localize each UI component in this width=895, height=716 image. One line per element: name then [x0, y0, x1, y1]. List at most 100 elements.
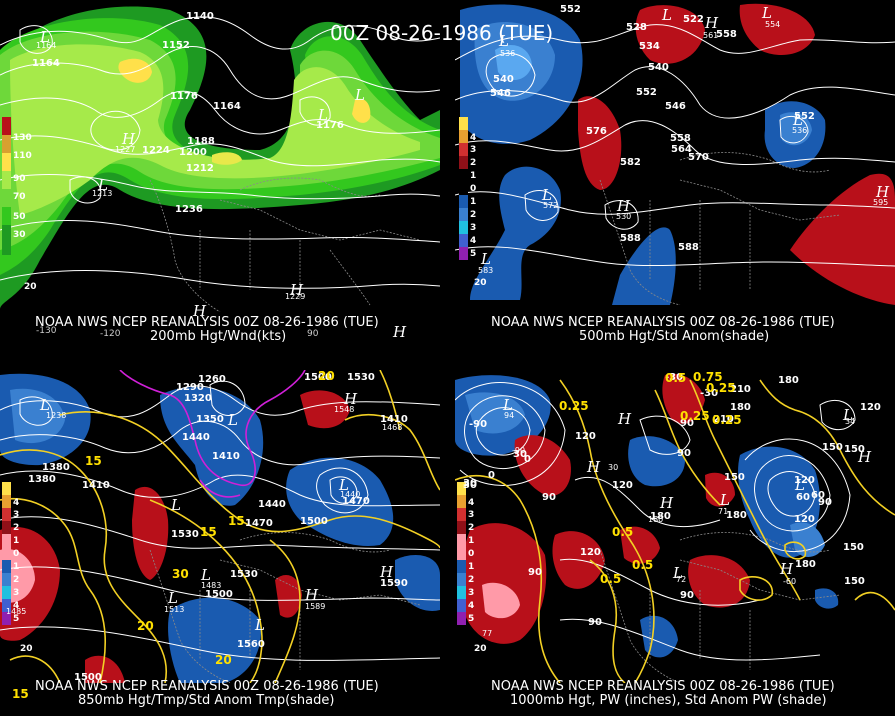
anom-pos-4 — [300, 390, 350, 429]
height-label: 90 — [677, 448, 691, 459]
pw-label: 0.5 — [600, 572, 621, 586]
center-value: 1213 — [92, 189, 112, 198]
pressure-center: H — [779, 560, 794, 578]
height-label: 30 — [463, 478, 477, 489]
pressure-center: H — [616, 197, 631, 215]
pw-label: 0.25 — [680, 409, 710, 423]
center-value: 180 — [648, 515, 663, 524]
anom-neg-4 — [640, 615, 678, 658]
height-label: 1260 — [198, 374, 226, 385]
temp-label: 15 — [12, 687, 29, 701]
pressure-center: L — [317, 106, 328, 124]
legend-label: 70 — [13, 192, 26, 202]
anom-pos-7 — [620, 526, 660, 564]
height-label: 120 — [794, 475, 815, 486]
pressure-center: L — [792, 111, 803, 129]
height-label: 528 — [626, 22, 647, 33]
height-label: 1560 — [237, 639, 265, 650]
legend-label: 1 — [13, 536, 19, 546]
pressure-center: L — [672, 564, 683, 582]
height-label: 0 — [524, 454, 531, 465]
height-label: 120 — [612, 480, 633, 491]
center-value: 30 — [608, 463, 618, 472]
pressure-center: L — [254, 616, 265, 634]
height-label: 1440 — [182, 432, 210, 443]
height-label: 552 — [636, 87, 657, 98]
anom-pos-2 — [132, 486, 169, 580]
center-value: 1468 — [382, 423, 402, 432]
legend-label: 5 — [13, 614, 19, 624]
panel-850mb-caption-line1: NOAA NWS NCEP REANALYSIS 00Z 08-26-1986 … — [35, 679, 379, 694]
legend-label: 4 — [468, 498, 474, 508]
height-label: -90 — [469, 419, 487, 430]
pw-label: 0.25 — [712, 413, 742, 427]
height-label: 90 — [528, 567, 542, 578]
height-label: 558 — [670, 133, 691, 144]
center-value: 572 — [543, 201, 558, 210]
height-label: 552 — [794, 111, 815, 122]
height-label: 1530 — [347, 372, 375, 383]
legend-label: 2 — [468, 523, 474, 533]
pressure-center: H — [875, 183, 890, 201]
pressure-center: L — [661, 6, 672, 24]
height-label: 1176 — [170, 91, 198, 102]
pressure-center: L — [39, 28, 50, 46]
center-value: 1485 — [6, 607, 26, 616]
center-value: 561 — [703, 31, 718, 40]
height-label: 1380 — [42, 462, 70, 473]
height-label: -30 — [665, 372, 683, 383]
pressure-center: L — [200, 566, 211, 584]
pressure-center: H — [392, 323, 407, 341]
legend-label: 4 — [468, 601, 474, 611]
anom-pos-4 — [662, 373, 705, 424]
height-label: 60 — [811, 490, 825, 501]
legend-label: 3 — [470, 145, 476, 155]
panel-500mb: 4 3 2 1 0 1 2 3 4 5 552 528 522 540 534 … — [455, 3, 895, 344]
height-label: 180 — [730, 402, 751, 413]
legend-label: 2 — [470, 210, 476, 220]
center-value: 1483 — [201, 581, 221, 590]
center-value: 1164 — [36, 41, 56, 50]
anom-neg-4 — [168, 597, 261, 683]
longitude-label: -130 — [36, 326, 57, 336]
legend-label: 110 — [13, 151, 32, 161]
height-label: 180 — [778, 375, 799, 386]
legend-label: 3 — [468, 510, 474, 520]
legend-label: 3 — [468, 588, 474, 598]
pressure-center: L — [97, 176, 108, 194]
height-label: 1380 — [28, 474, 56, 485]
pw-label: 0.75 — [693, 370, 723, 384]
height-label: 210 — [713, 414, 734, 425]
center-value: 34 — [845, 417, 855, 426]
temp-label: 20 — [215, 653, 232, 667]
pressure-center: L — [761, 4, 772, 22]
height-label: 546 — [665, 101, 686, 112]
legend-label: 5 — [470, 249, 476, 259]
pressure-center: H — [192, 302, 207, 320]
center-value: 530 — [616, 212, 631, 221]
panel-200mb-caption-line2: 200mb Hgt/Wnd(kts) — [150, 329, 286, 344]
height-label: 1200 — [179, 147, 207, 158]
center-value: 536 — [792, 126, 807, 135]
pressure-center: H — [304, 586, 319, 604]
pressure-center: L — [354, 86, 365, 104]
height-label: 120 — [580, 547, 601, 558]
anom-neg-4b — [780, 112, 812, 146]
center-value: 77 — [482, 629, 492, 638]
panel-500mb-legend: 4 3 2 1 0 1 2 3 4 5 — [459, 117, 476, 260]
legend-label: 4 — [470, 133, 476, 143]
legend-label: 0 — [470, 184, 476, 194]
panel-850mb-legend: 4 3 2 1 0 1 2 3 4 5 — [2, 482, 19, 625]
anom-neg-3 — [286, 457, 394, 546]
height-label: 588 — [620, 233, 641, 244]
legend-label: 30 — [13, 230, 26, 240]
legend-label: 1 — [468, 562, 474, 572]
height-label: 1530 — [171, 529, 199, 540]
legend-label: 1 — [13, 562, 19, 572]
center-value: 1238 — [46, 411, 66, 420]
corner-label: 20 — [24, 282, 37, 292]
pressure-center: H — [659, 494, 674, 512]
height-label: 1410 — [82, 480, 110, 491]
height-label: 1500 — [304, 372, 332, 383]
pressure-center: L — [480, 250, 491, 268]
